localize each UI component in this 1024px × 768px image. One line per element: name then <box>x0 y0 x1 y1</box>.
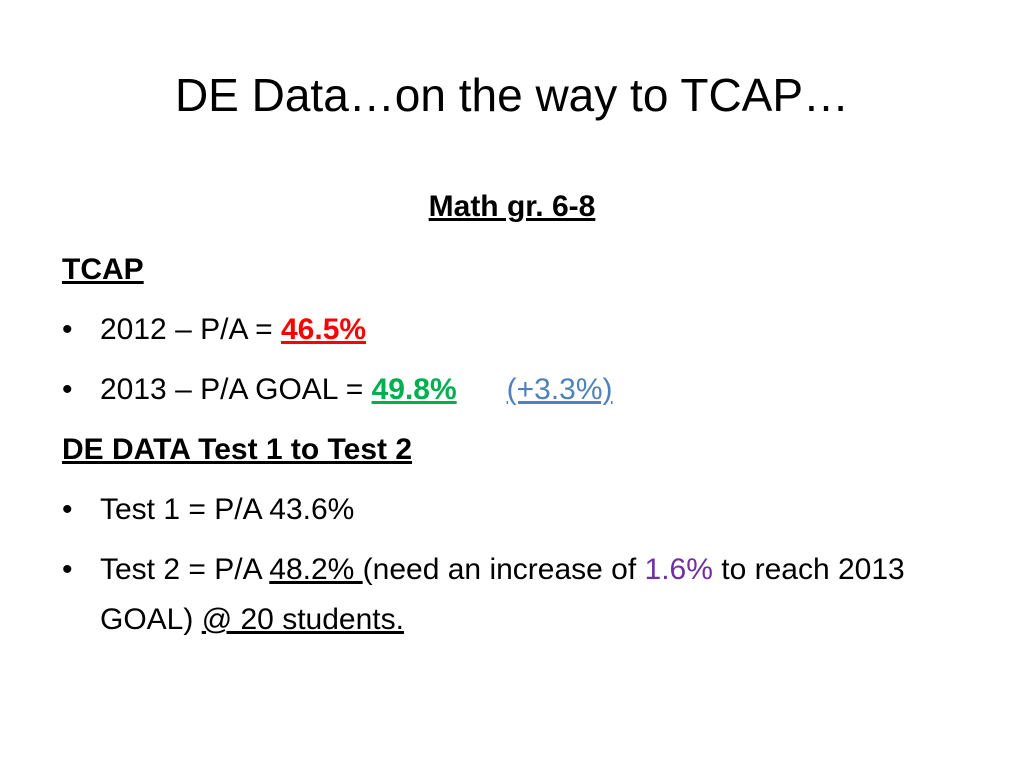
value: 1.6% <box>644 553 713 586</box>
bullet-text: Test 1 = P/A 43.6% <box>100 485 980 535</box>
text: Test 1 = P/A 43.6% <box>100 493 355 526</box>
value: 46.5% <box>280 313 367 346</box>
text: Test 2 = P/A <box>100 553 270 586</box>
bullet: • <box>62 313 73 346</box>
value: 49.8% <box>371 373 457 406</box>
bullet: • <box>62 553 73 586</box>
text: 2012 – P/A = <box>100 313 281 346</box>
text: @ 20 students. <box>201 603 404 636</box>
bullet-text: 2013 – P/A GOAL = 49.8% (+3.3%) <box>100 365 980 415</box>
text: to reach 2013 GOAL) <box>100 553 914 636</box>
text: (need an increase of <box>362 553 645 586</box>
section-heading: TCAP <box>62 253 144 286</box>
value: (+3.3%) <box>506 373 613 406</box>
bullet-text: 2012 – P/A = 46.5% <box>100 305 980 355</box>
bullet-text: Test 2 = P/A 48.2% (need an increase of … <box>100 545 980 645</box>
subtitle: Math gr. 6-8 <box>428 190 596 223</box>
text: 2013 – P/A GOAL = <box>100 373 372 406</box>
slide-title: DE Data…on the way to TCAP… <box>174 69 850 121</box>
bullet: • <box>62 493 73 526</box>
section-heading: DE DATA Test 1 to Test 2 <box>62 433 413 466</box>
value: 48.2% <box>269 553 363 586</box>
bullet: • <box>62 373 73 406</box>
